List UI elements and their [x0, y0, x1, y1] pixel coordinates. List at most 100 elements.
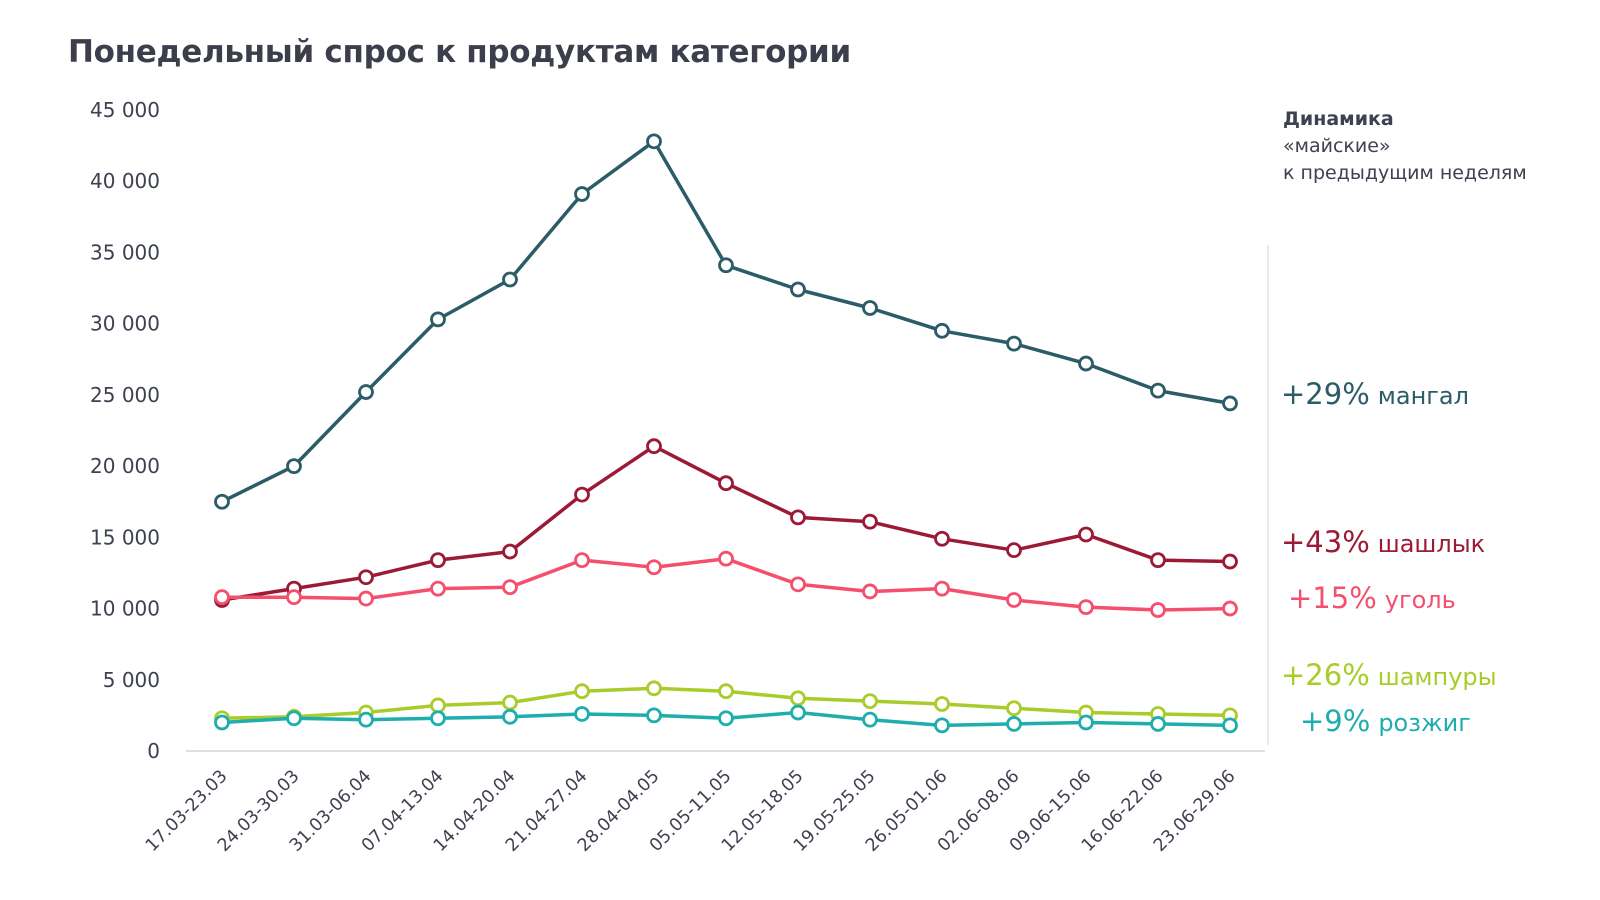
x-axis-ticks: 17.03-23.0324.03-30.0331.03-06.0407.04-1… — [142, 766, 1239, 855]
data-point — [1006, 592, 1022, 608]
series-уголь — [214, 550, 1238, 618]
data-point — [646, 438, 662, 455]
data-point — [1006, 542, 1022, 559]
data-point — [286, 458, 302, 475]
data-point — [214, 714, 230, 731]
series-name: шампуры — [1378, 663, 1497, 691]
data-point — [790, 704, 806, 721]
dynamics-note: Динамика «майские» к предыдущим неделям — [1283, 106, 1527, 187]
data-point — [646, 707, 662, 724]
series-name: розжиг — [1378, 709, 1471, 737]
data-point — [1078, 599, 1094, 616]
data-point — [862, 583, 878, 600]
y-tick-label: 15 000 — [90, 525, 160, 549]
series-change-value: +43% — [1281, 525, 1370, 559]
data-point — [358, 590, 374, 607]
data-point — [430, 710, 446, 727]
data-point — [430, 552, 446, 569]
data-point — [934, 580, 950, 597]
data-point — [502, 543, 518, 560]
data-point — [862, 513, 878, 530]
y-tick-label: 30 000 — [90, 312, 160, 336]
data-point — [1006, 716, 1022, 732]
series-name: шашлык — [1378, 530, 1485, 558]
data-point — [1078, 355, 1094, 372]
data-point — [1006, 700, 1022, 717]
data-point — [790, 281, 806, 298]
series-end-label: +29% мангал — [1281, 377, 1469, 411]
data-point — [574, 186, 590, 202]
data-point — [718, 683, 734, 700]
data-point — [1150, 716, 1166, 732]
y-tick-label: 40 000 — [90, 169, 160, 193]
series-шампуры — [214, 680, 1238, 727]
series-мангал — [214, 133, 1238, 510]
data-point — [718, 257, 734, 274]
data-point — [214, 589, 230, 606]
data-point — [574, 486, 590, 503]
y-tick-label: 10 000 — [90, 597, 160, 621]
data-point — [1222, 717, 1238, 734]
data-point — [862, 711, 878, 728]
data-point — [934, 696, 950, 712]
series-name: мангал — [1378, 382, 1469, 410]
data-point — [718, 710, 734, 727]
data-point — [502, 708, 518, 725]
data-point — [718, 475, 734, 492]
dynamics-note-line-2: к предыдущим неделям — [1283, 162, 1527, 184]
data-point — [646, 133, 662, 150]
series-change-value: +26% — [1281, 658, 1370, 692]
data-point — [718, 550, 734, 567]
data-point — [1222, 553, 1238, 570]
series-change-value: +15% — [1288, 581, 1377, 615]
data-point — [430, 311, 446, 328]
data-point — [934, 322, 950, 339]
data-point — [790, 576, 806, 593]
y-tick-label: 25 000 — [90, 383, 160, 407]
data-point — [502, 271, 518, 288]
data-point — [646, 680, 662, 697]
data-point — [214, 493, 230, 510]
series-end-label: +43% шашлык — [1281, 525, 1485, 559]
series-line — [220, 139, 1232, 504]
series-end-label: +15% уголь — [1288, 581, 1456, 615]
y-tick-label: 5 000 — [103, 668, 160, 692]
data-point — [1150, 602, 1166, 618]
data-point — [1222, 600, 1238, 617]
data-point — [358, 569, 374, 586]
data-point — [790, 509, 806, 526]
data-point — [286, 589, 302, 606]
data-point — [502, 694, 518, 711]
data-point — [1222, 395, 1238, 412]
series-end-label: +9% розжиг — [1300, 704, 1471, 738]
chart-title: Понедельный спрос к продуктам категории — [68, 34, 851, 70]
y-tick-label: 0 — [147, 739, 160, 763]
series-end-labels: +29% мангал +43% шашлык+15% уголь +26% шампуры… — [1281, 377, 1497, 738]
data-point — [1006, 335, 1022, 352]
data-point — [358, 711, 374, 728]
data-point — [358, 384, 374, 400]
series-end-label: +26% шампуры — [1281, 658, 1497, 692]
data-point — [862, 693, 878, 710]
series-layer — [214, 133, 1238, 734]
data-point — [502, 579, 518, 596]
data-point — [1150, 382, 1166, 399]
series-change-value: +9% — [1300, 704, 1370, 738]
dynamics-note-line-1: «майские» — [1283, 135, 1391, 157]
dynamics-note-heading: Динамика — [1283, 108, 1394, 130]
y-axis-ticks: 0 5 000 10 000 15 000 20 000 25 000 30 000 35 0… — [90, 98, 160, 763]
series-name: уголь — [1385, 586, 1456, 614]
y-tick-label: 20 000 — [90, 454, 160, 478]
data-point — [934, 530, 950, 547]
y-tick-label: 45 000 — [90, 98, 160, 122]
y-tick-label: 35 000 — [90, 240, 160, 264]
series-change-value: +29% — [1281, 377, 1370, 411]
data-point — [574, 552, 590, 569]
data-point — [646, 559, 662, 576]
data-point — [286, 710, 302, 727]
data-point — [430, 580, 446, 597]
data-point — [574, 706, 590, 722]
data-point — [790, 690, 806, 707]
series-розжиг — [214, 704, 1238, 734]
